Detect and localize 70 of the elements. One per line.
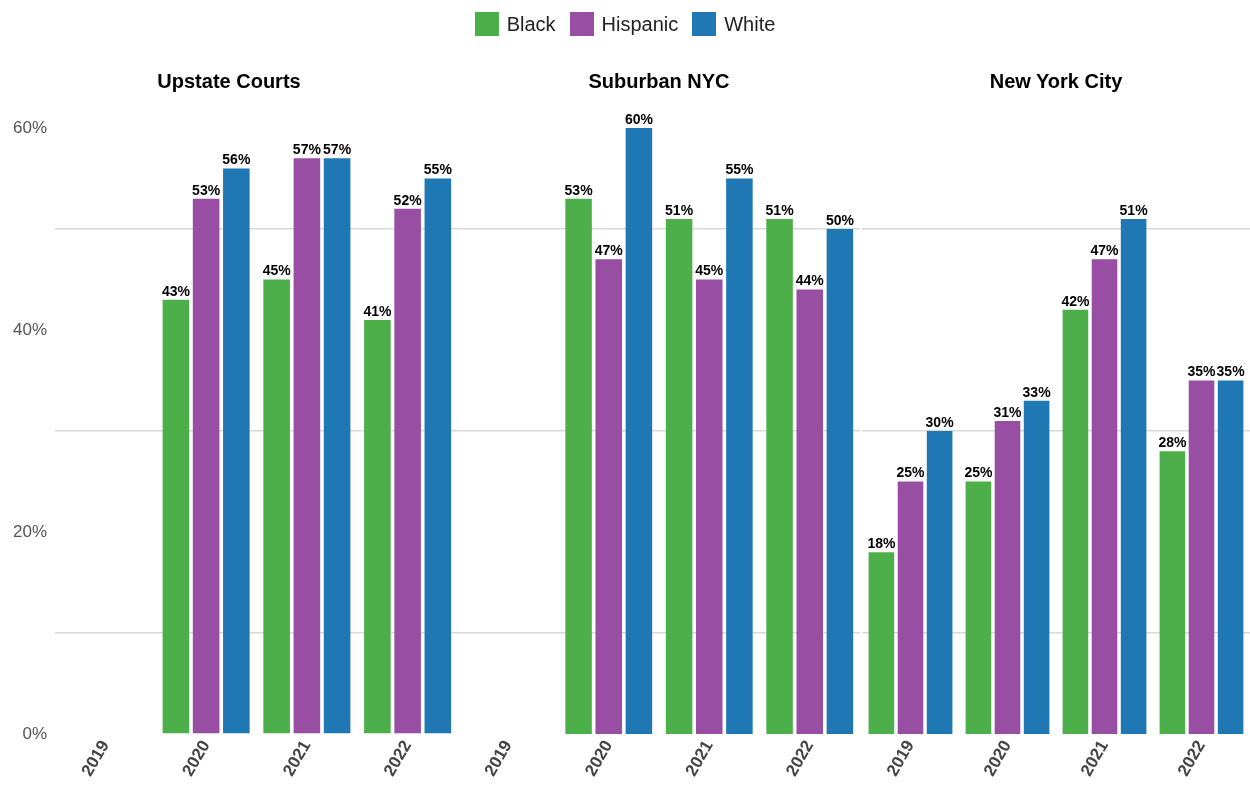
bar xyxy=(625,128,653,735)
chart-title: New York City xyxy=(989,69,1124,92)
data-label: 57% xyxy=(323,141,352,158)
legend-label: Hispanic xyxy=(601,12,679,36)
chart-title: Suburban NYC xyxy=(588,69,730,92)
bar xyxy=(293,158,321,734)
bar xyxy=(565,198,592,735)
data-label: 45% xyxy=(262,262,292,279)
data-label: 50% xyxy=(825,211,855,228)
bar xyxy=(766,218,793,735)
bar xyxy=(1062,309,1089,735)
bar xyxy=(726,178,753,735)
bar xyxy=(263,279,290,734)
data-label: 53% xyxy=(192,181,221,198)
bar xyxy=(1120,218,1147,735)
data-label: 25% xyxy=(964,464,993,481)
data-label: 28% xyxy=(1158,434,1187,451)
data-label: 51% xyxy=(765,201,795,218)
data-label: 30% xyxy=(925,413,955,430)
bar xyxy=(162,299,190,734)
data-label: 35% xyxy=(1187,363,1217,380)
legend-label: White xyxy=(724,12,776,36)
data-label: 25% xyxy=(896,464,926,481)
bar xyxy=(868,552,895,735)
bar xyxy=(1023,400,1050,735)
data-label: 31% xyxy=(993,403,1023,420)
data-label: 55% xyxy=(725,161,754,178)
y-tick-label: 60% xyxy=(12,117,47,137)
bar xyxy=(364,319,391,734)
bar xyxy=(665,218,693,735)
data-label: 56% xyxy=(222,151,251,168)
data-label: 35% xyxy=(1216,363,1246,380)
bar xyxy=(1091,259,1118,735)
data-label: 33% xyxy=(1022,383,1052,400)
legend-label: Black xyxy=(506,12,556,36)
bar xyxy=(796,289,824,735)
data-label: 41% xyxy=(363,302,392,319)
data-label: 53% xyxy=(564,181,594,198)
bar xyxy=(394,208,421,734)
data-label: 44% xyxy=(795,272,825,289)
bar xyxy=(826,229,854,735)
bar xyxy=(223,168,250,734)
y-tick-label: 20% xyxy=(12,521,47,541)
data-label: 51% xyxy=(665,201,694,218)
data-label: 55% xyxy=(423,161,453,178)
data-label: 51% xyxy=(1119,201,1149,218)
bar xyxy=(1159,451,1186,735)
bar xyxy=(1188,380,1215,735)
bar xyxy=(1217,380,1244,735)
bar xyxy=(192,198,220,734)
data-label: 43% xyxy=(161,282,191,299)
bar xyxy=(926,431,953,735)
bar xyxy=(994,420,1021,735)
data-label: 60% xyxy=(624,110,654,127)
bar xyxy=(424,178,452,734)
data-label: 18% xyxy=(867,535,896,552)
bar xyxy=(595,259,623,735)
y-tick-label: 40% xyxy=(12,319,47,339)
y-tick-label: 0% xyxy=(22,723,47,743)
bar xyxy=(965,481,992,735)
data-label: 45% xyxy=(695,262,724,279)
data-label: 47% xyxy=(1090,242,1120,259)
data-label: 57% xyxy=(292,141,322,158)
data-label: 52% xyxy=(393,191,423,208)
bar xyxy=(323,158,351,734)
chart-title: Upstate Courts xyxy=(157,69,301,92)
data-label: 47% xyxy=(594,242,624,259)
bar xyxy=(695,279,723,735)
bar xyxy=(897,481,924,735)
data-label: 42% xyxy=(1061,292,1090,309)
